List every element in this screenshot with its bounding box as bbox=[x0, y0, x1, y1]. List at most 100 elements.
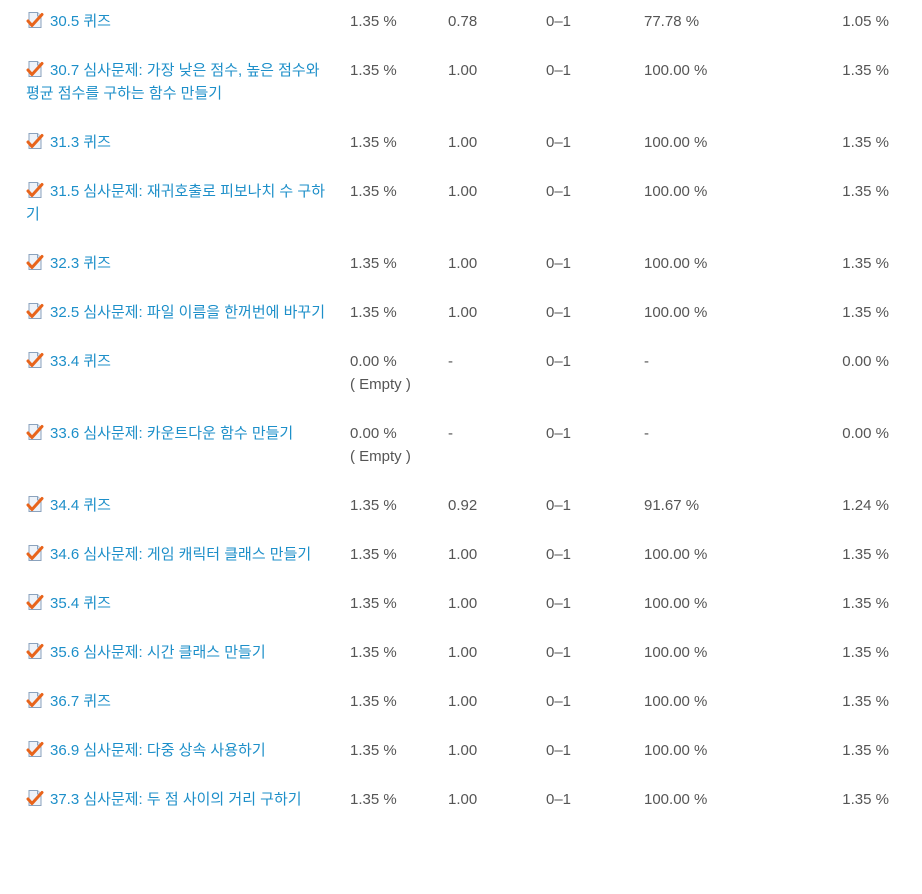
grade-item-cell: 30.5 퀴즈 bbox=[0, 0, 350, 49]
grade-item-link[interactable]: 31.5 심사문제: 재귀호출로 피보나치 수 구하기 bbox=[26, 183, 326, 223]
percentage-value: 100.00 % bbox=[644, 693, 708, 710]
weight-value: 1.35 % bbox=[350, 62, 397, 79]
range-cell: 0–1 bbox=[546, 121, 644, 170]
contribution-cell: 1.35 % bbox=[800, 778, 922, 827]
weight-cell: 1.35 % bbox=[350, 242, 448, 291]
weight-value: 1.35 % bbox=[350, 644, 397, 661]
contribution-value: 1.24 % bbox=[842, 497, 889, 514]
contribution-value: 1.35 % bbox=[842, 304, 889, 321]
quiz-checkbox-icon bbox=[26, 352, 44, 368]
percentage-cell: 100.00 % bbox=[644, 778, 800, 827]
contribution-cell: 0.00 % bbox=[800, 412, 922, 484]
grade-item-cell: 36.7 퀴즈 bbox=[0, 680, 350, 729]
percentage-value: 100.00 % bbox=[644, 546, 708, 563]
percentage-cell: - bbox=[644, 412, 800, 484]
quiz-checkbox-icon bbox=[26, 424, 44, 440]
grade-value: 0.92 bbox=[448, 497, 478, 514]
empty-note: ( Empty ) bbox=[350, 376, 411, 393]
percentage-cell: 100.00 % bbox=[644, 533, 800, 582]
grade-item-link[interactable]: 30.5 퀴즈 bbox=[50, 13, 111, 30]
percentage-value: 77.78 % bbox=[644, 13, 700, 30]
weight-cell: 0.00 % ( Empty ) bbox=[350, 412, 448, 484]
range-cell: 0–1 bbox=[546, 170, 644, 242]
range-value: 0–1 bbox=[546, 546, 572, 563]
grade-item-link[interactable]: 33.4 퀴즈 bbox=[50, 353, 111, 370]
grade-item-link[interactable]: 30.7 심사문제: 가장 낮은 점수, 높은 점수와 평균 점수를 구하는 함… bbox=[26, 62, 320, 102]
grade-cell: 1.00 bbox=[448, 170, 546, 242]
grade-item-link[interactable]: 37.3 심사문제: 두 점 사이의 거리 구하기 bbox=[50, 791, 302, 808]
grade-cell: 0.92 bbox=[448, 484, 546, 533]
grade-item-link[interactable]: 31.3 퀴즈 bbox=[50, 134, 111, 151]
range-cell: 0–1 bbox=[546, 631, 644, 680]
range-value: 0–1 bbox=[546, 183, 572, 200]
grade-item-link[interactable]: 34.6 심사문제: 게임 캐릭터 클래스 만들기 bbox=[50, 546, 312, 563]
contribution-cell: 0.00 % bbox=[800, 340, 922, 412]
grade-cell: 1.00 bbox=[448, 582, 546, 631]
quiz-checkbox-icon bbox=[26, 545, 44, 561]
contribution-value: 1.35 % bbox=[842, 183, 889, 200]
quiz-checkbox-icon bbox=[26, 643, 44, 659]
weight-value: 1.35 % bbox=[350, 497, 397, 514]
contribution-cell: 1.05 % bbox=[800, 0, 922, 49]
grade-item-cell: 33.6 심사문제: 카운트다운 함수 만들기 bbox=[0, 412, 350, 484]
grade-item-link[interactable]: 32.5 심사문제: 파일 이름을 한꺼번에 바꾸기 bbox=[50, 304, 326, 321]
contribution-value: 1.35 % bbox=[842, 134, 889, 151]
grade-item-link[interactable]: 34.4 퀴즈 bbox=[50, 497, 111, 514]
quiz-checkbox-icon bbox=[26, 182, 44, 198]
weight-cell: 1.35 % bbox=[350, 680, 448, 729]
percentage-cell: 91.67 % bbox=[644, 484, 800, 533]
table-row: 31.5 심사문제: 재귀호출로 피보나치 수 구하기 1.35 % 1.00 … bbox=[0, 170, 922, 242]
percentage-cell: - bbox=[644, 340, 800, 412]
grade-item-link[interactable]: 33.6 심사문제: 카운트다운 함수 만들기 bbox=[50, 425, 294, 442]
contribution-cell: 1.35 % bbox=[800, 680, 922, 729]
grade-value: 1.00 bbox=[448, 595, 478, 612]
weight-cell: 1.35 % bbox=[350, 631, 448, 680]
percentage-cell: 100.00 % bbox=[644, 729, 800, 778]
range-cell: 0–1 bbox=[546, 582, 644, 631]
weight-cell: 1.35 % bbox=[350, 0, 448, 49]
range-cell: 0–1 bbox=[546, 49, 644, 121]
range-cell: 0–1 bbox=[546, 729, 644, 778]
grade-item-link[interactable]: 32.3 퀴즈 bbox=[50, 255, 111, 272]
percentage-value: 100.00 % bbox=[644, 742, 708, 759]
grade-value: 1.00 bbox=[448, 644, 478, 661]
grade-item-cell: 31.3 퀴즈 bbox=[0, 121, 350, 170]
contribution-value: 1.35 % bbox=[842, 62, 889, 79]
grade-item-link[interactable]: 35.4 퀴즈 bbox=[50, 595, 111, 612]
contribution-value: 1.35 % bbox=[842, 546, 889, 563]
grades-table-body: 30.5 퀴즈 1.35 % 0.78 0–1 77.78 % 1.05 % 3… bbox=[0, 0, 922, 827]
grade-item-cell: 35.6 심사문제: 시간 클래스 만들기 bbox=[0, 631, 350, 680]
grade-item-cell: 35.4 퀴즈 bbox=[0, 582, 350, 631]
weight-value: 1.35 % bbox=[350, 255, 397, 272]
grade-value: 0.78 bbox=[448, 13, 478, 30]
weight-cell: 1.35 % bbox=[350, 582, 448, 631]
grade-item-link[interactable]: 36.7 퀴즈 bbox=[50, 693, 111, 710]
percentage-value: 100.00 % bbox=[644, 62, 708, 79]
percentage-value: 100.00 % bbox=[644, 644, 708, 661]
weight-value: 1.35 % bbox=[350, 595, 397, 612]
range-cell: 0–1 bbox=[546, 0, 644, 49]
quiz-checkbox-icon bbox=[26, 741, 44, 757]
contribution-cell: 1.35 % bbox=[800, 533, 922, 582]
grade-item-link[interactable]: 36.9 심사문제: 다중 상속 사용하기 bbox=[50, 742, 266, 759]
grade-item-cell: 32.5 심사문제: 파일 이름을 한꺼번에 바꾸기 bbox=[0, 291, 350, 340]
grade-cell: 1.00 bbox=[448, 291, 546, 340]
quiz-checkbox-icon bbox=[26, 254, 44, 270]
range-value: 0–1 bbox=[546, 134, 572, 151]
range-value: 0–1 bbox=[546, 62, 572, 79]
contribution-value: 1.35 % bbox=[842, 255, 889, 272]
quiz-checkbox-icon bbox=[26, 790, 44, 806]
grade-value: 1.00 bbox=[448, 693, 478, 710]
table-row: 36.9 심사문제: 다중 상속 사용하기 1.35 % 1.00 0–1 10… bbox=[0, 729, 922, 778]
grade-cell: 1.00 bbox=[448, 631, 546, 680]
grade-cell: 1.00 bbox=[448, 778, 546, 827]
range-cell: 0–1 bbox=[546, 242, 644, 291]
grade-item-link[interactable]: 35.6 심사문제: 시간 클래스 만들기 bbox=[50, 644, 266, 661]
weight-cell: 1.35 % bbox=[350, 170, 448, 242]
weight-cell: 1.35 % bbox=[350, 778, 448, 827]
percentage-value: 100.00 % bbox=[644, 134, 708, 151]
percentage-value: 100.00 % bbox=[644, 304, 708, 321]
grade-cell: 1.00 bbox=[448, 533, 546, 582]
weight-value: 1.35 % bbox=[350, 304, 397, 321]
contribution-value: 1.35 % bbox=[842, 595, 889, 612]
